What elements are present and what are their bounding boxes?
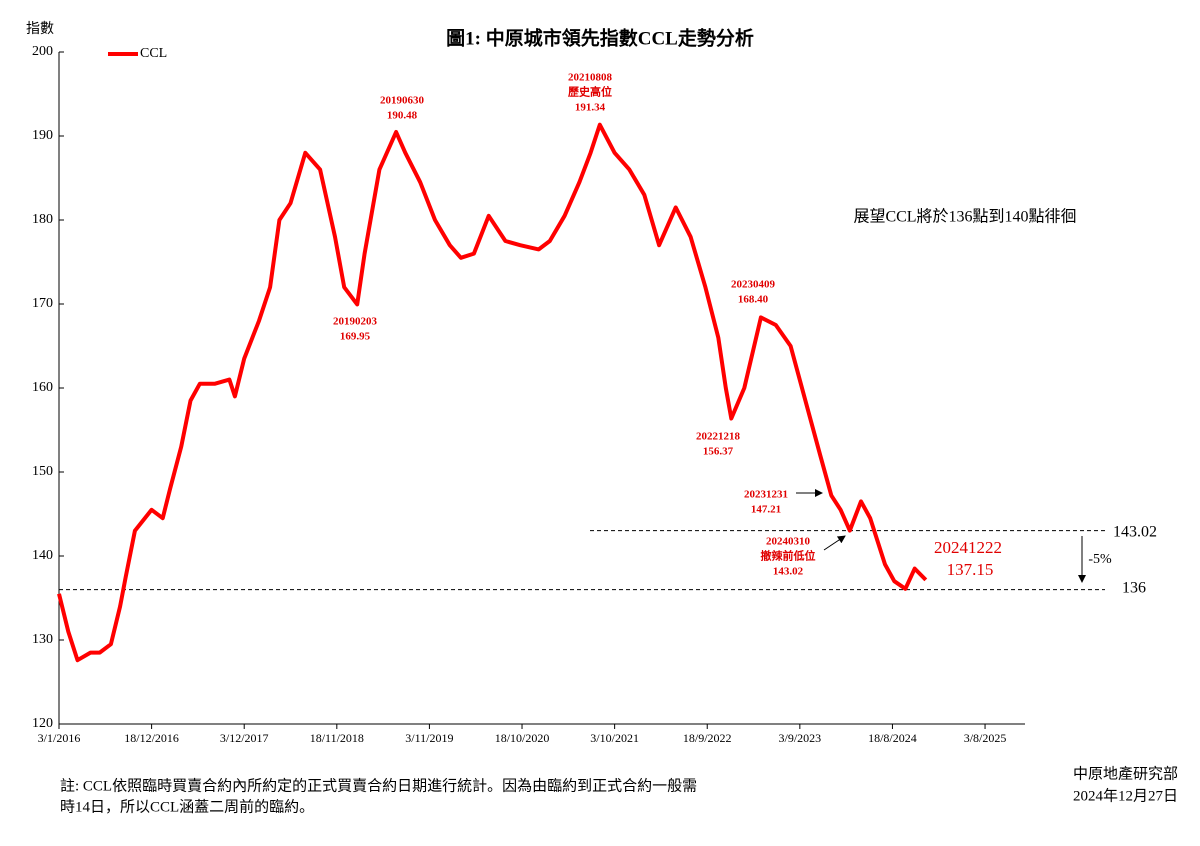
annotation-date: 20190203 xyxy=(333,316,378,328)
annotation-value: 143.02 xyxy=(773,566,804,578)
y-axis-label: 指數 xyxy=(26,21,54,37)
annotation-date: 20190630 xyxy=(380,95,425,107)
y-tick-label: 170 xyxy=(32,296,53,311)
annotation-date: 20240310 xyxy=(766,536,811,548)
y-tick-label: 160 xyxy=(32,380,53,395)
annotation-value: 168.40 xyxy=(738,294,769,306)
source: 中原地產研究部 xyxy=(1073,765,1178,782)
y-tick-label: 190 xyxy=(32,128,53,143)
x-tick-label: 18/12/2016 xyxy=(124,731,179,745)
y-tick-label: 150 xyxy=(32,464,53,479)
y-tick-label: 180 xyxy=(32,212,53,227)
change-label: -5% xyxy=(1088,552,1112,567)
source-date: 2024年12月27日 xyxy=(1073,787,1178,804)
x-tick-label: 3/9/2023 xyxy=(779,731,822,745)
y-tick-label: 140 xyxy=(32,548,53,563)
ccl-line xyxy=(57,122,928,663)
reference-label: 143.02 xyxy=(1113,524,1157,541)
outlook-note: 展望CCL將於136點到140點徘徊 xyxy=(853,208,1076,226)
footnote: 時14日，所以CCL涵蓋二周前的臨約。 xyxy=(60,798,314,815)
x-tick-label: 18/10/2020 xyxy=(495,731,550,745)
annotation-value: 191.34 xyxy=(575,102,606,114)
annotation-date: 20221218 xyxy=(696,431,741,443)
x-tick-label: 3/10/2021 xyxy=(590,731,639,745)
annotation-value: 147.21 xyxy=(751,504,781,516)
annotation-date: 20231231 xyxy=(744,489,788,501)
y-tick-label: 120 xyxy=(32,716,53,731)
annotation-value: 169.95 xyxy=(340,331,371,343)
x-tick-label: 3/1/2016 xyxy=(38,731,81,745)
annotation-note: 歷史高位 xyxy=(568,85,612,99)
reference-label: 136 xyxy=(1122,580,1146,597)
annotation-date: 20241222 xyxy=(934,538,1002,557)
legend-label: CCL xyxy=(140,46,167,61)
footnote: 註: CCL依照臨時買賣合約內所約定的正式買賣合約日期進行統計。因為由臨約到正式… xyxy=(60,777,697,794)
annotation-date: 20210808 xyxy=(568,72,613,84)
y-tick-label: 130 xyxy=(32,632,53,647)
x-tick-label: 18/11/2018 xyxy=(310,731,364,745)
x-tick-label: 18/9/2022 xyxy=(683,731,732,745)
x-tick-label: 3/11/2019 xyxy=(405,731,453,745)
annotation-value: 156.37 xyxy=(703,446,734,458)
x-tick-label: 18/8/2024 xyxy=(868,731,917,745)
x-tick-label: 3/12/2017 xyxy=(220,731,269,745)
annotation-date: 20230409 xyxy=(731,279,776,291)
annotation-value: 137.15 xyxy=(947,560,994,579)
annotation-note: 撤辣前低位 xyxy=(761,549,816,563)
annotation-value: 190.48 xyxy=(387,110,418,122)
y-tick-label: 200 xyxy=(32,44,53,59)
x-tick-label: 3/8/2025 xyxy=(964,731,1007,745)
chart-title: 圖1: 中原城市領先指數CCL走勢分析 xyxy=(446,26,754,49)
pointer-arrow xyxy=(823,535,846,551)
